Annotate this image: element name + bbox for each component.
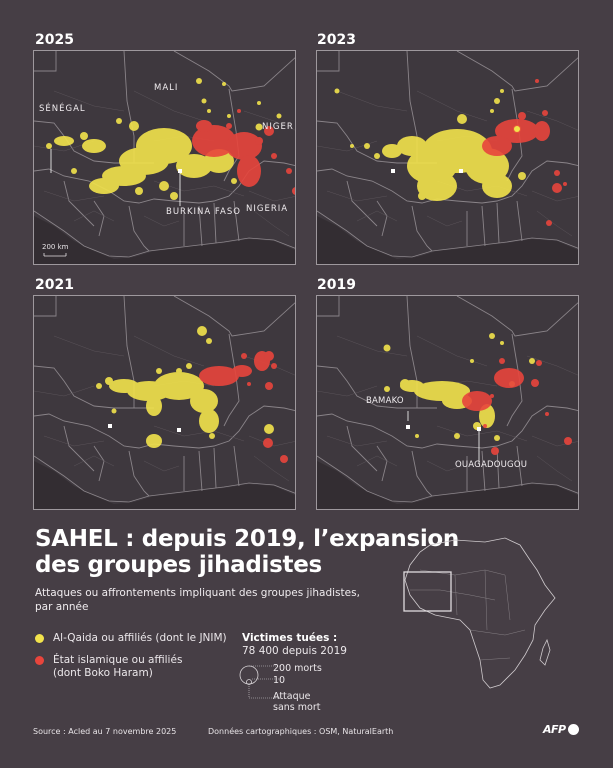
subtitle-line-1: Attaques ou affrontements impliquant des… — [35, 587, 360, 599]
title-line-2: des groupes jihadistes — [35, 552, 322, 578]
country-label-niger: NIGER — [262, 122, 294, 132]
map-2019 — [317, 296, 578, 509]
size-label-0-line2: sans mort — [273, 702, 321, 713]
country-label-burkina-faso: BURKINA FASO — [166, 207, 241, 217]
map-2023 — [317, 51, 578, 264]
afp-logo: AFP — [543, 723, 566, 736]
subtitle-line-2: par année — [35, 601, 89, 613]
map-panel-2021 — [33, 295, 296, 510]
victims-title: Victimes tuées : — [242, 632, 338, 644]
size-label-0-line1: Attaque — [273, 691, 311, 702]
city-label-bamako: BAMAKO — [366, 396, 404, 406]
size-legend-icon — [239, 665, 281, 699]
title-line-1: SAHEL : depuis 2019, l’expansion — [35, 526, 459, 552]
afp-logo-dot-icon — [568, 724, 579, 735]
map-2021 — [34, 296, 295, 509]
size-label-0: Attaque sans mort — [273, 691, 320, 713]
year-label-2025: 2025 — [35, 32, 74, 48]
red-dot-icon — [35, 656, 44, 665]
page-title: SAHEL : depuis 2019, l’expansion des gro… — [35, 526, 459, 578]
map-2025 — [34, 51, 295, 264]
legend-label-ei-line1: État islamique ou affiliés — [53, 654, 183, 666]
scale-bar-label: 200 km — [42, 243, 69, 251]
legend-label-ei-line2: (dont Boko Haram) — [53, 667, 153, 679]
footer-carto: Données cartographiques : OSM, NaturalEa… — [208, 727, 394, 736]
map-panel-2019: BAMAKO OUAGADOUGOU — [316, 295, 579, 510]
legend-label-alqaida: Al-Qaida ou affiliés (dont le JNIM) — [53, 632, 227, 644]
size-label-200: 200 morts — [273, 663, 322, 674]
footer-source: Source : Acled au 7 novembre 2025 — [33, 727, 177, 736]
city-label-ouagadougou: OUAGADOUGOU — [455, 460, 528, 470]
map-panel-2023 — [316, 50, 579, 265]
africa-locator-map — [403, 537, 556, 689]
subtitle: Attaques ou affrontements impliquant des… — [35, 586, 375, 614]
map-panel-2025: MALI SÉNÉGAL NIGER BURKINA FASO NIGERIA … — [33, 50, 296, 265]
country-label-mali: MALI — [154, 83, 179, 93]
year-label-2023: 2023 — [317, 32, 356, 48]
size-label-10: 10 — [273, 675, 286, 686]
legend-label-ei: État islamique ou affiliés (dont Boko Ha… — [53, 654, 182, 680]
country-label-senegal: SÉNÉGAL — [39, 104, 86, 114]
year-label-2019: 2019 — [317, 277, 356, 293]
country-label-nigeria: NIGERIA — [246, 204, 289, 214]
victims-count: 78 400 depuis 2019 — [242, 645, 347, 657]
year-label-2021: 2021 — [35, 277, 74, 293]
yellow-dot-icon — [35, 634, 44, 643]
